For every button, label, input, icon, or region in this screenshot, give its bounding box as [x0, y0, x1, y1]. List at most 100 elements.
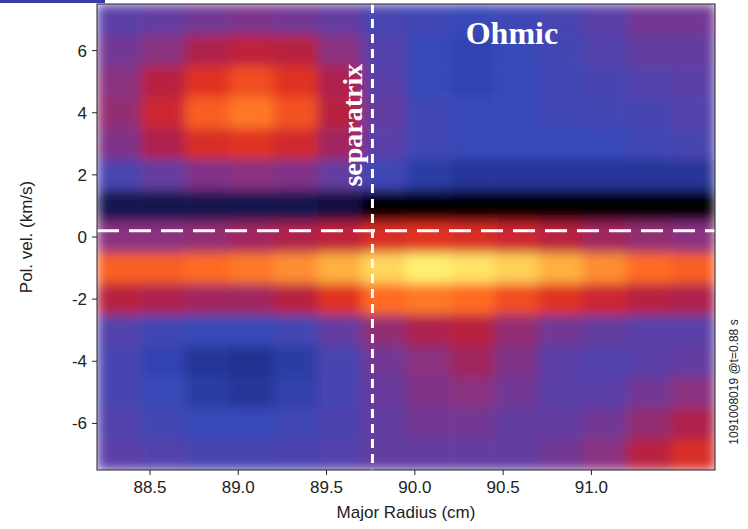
heatmap-cell [274, 284, 319, 316]
x-tick-label: 90.5 [487, 478, 520, 497]
x-tick-label: 91.0 [575, 478, 608, 497]
heatmap-cell [583, 315, 628, 347]
heatmap-cell [362, 159, 407, 191]
separatrix-label: separatrix [337, 64, 368, 187]
heatmap-cell [97, 35, 142, 67]
heatmap-cell [141, 377, 186, 409]
heatmap-cell [406, 35, 451, 67]
heatmap-cell [318, 253, 363, 285]
heatmap-cell [494, 97, 539, 129]
heatmap-cell [97, 377, 142, 409]
heatmap-cell [450, 128, 495, 160]
heatmap-cell [185, 66, 230, 98]
heatmap-cell [274, 221, 319, 253]
heatmap-cell [141, 315, 186, 347]
heatmap-cell [406, 253, 451, 285]
heatmap-cell [627, 35, 672, 67]
heatmap-cell [671, 66, 715, 98]
heatmap-cell [671, 315, 715, 347]
heatmap-cell [494, 284, 539, 316]
heatmap-cell [362, 253, 407, 285]
heatmap-cell [141, 35, 186, 67]
y-tick-label: -6 [72, 414, 87, 433]
heatmap-cell [583, 221, 628, 253]
x-tick [414, 470, 415, 475]
heatmap-cell [274, 35, 319, 67]
chart: 88.589.089.590.090.591.0-6-4-20246Major … [0, 0, 748, 529]
y-tick-label: 4 [78, 104, 87, 123]
heatmap-cell [406, 4, 451, 36]
heatmap-cell [318, 35, 363, 67]
heatmap-cell [97, 128, 142, 160]
heatmap-cell [494, 128, 539, 160]
heatmap-cell [141, 253, 186, 285]
condition-label: Ohmic [466, 15, 558, 51]
heatmap-cell [229, 35, 274, 67]
heatmap-cell [494, 159, 539, 191]
heatmap-cell [97, 221, 142, 253]
heatmap-cell [450, 346, 495, 378]
heatmap-cell [97, 4, 142, 36]
heatmap-cell [362, 4, 407, 36]
heatmap-cell [671, 253, 715, 285]
heatmap-cell [274, 253, 319, 285]
plot-area [97, 4, 715, 470]
heatmap-cell [627, 221, 672, 253]
heatmap-cell [185, 4, 230, 36]
heatmap-cell [627, 66, 672, 98]
heatmap-cell [538, 315, 583, 347]
heatmap-cell [538, 377, 583, 409]
heatmap-cell [362, 439, 407, 470]
heatmap-cell [229, 377, 274, 409]
heatmap-cell [538, 253, 583, 285]
heatmap-cell [450, 439, 495, 470]
heatmap-cell [406, 97, 451, 129]
heatmap-cell [274, 439, 319, 470]
heatmap-cell [671, 97, 715, 129]
heatmap-cell [583, 159, 628, 191]
heatmap-cell [538, 284, 583, 316]
heatmap-cell [318, 408, 363, 440]
heatmap-cell [97, 190, 142, 222]
heatmap-cell [97, 346, 142, 378]
heatmap-cell [627, 284, 672, 316]
heatmap-cell [229, 66, 274, 98]
heatmap-cell [318, 439, 363, 470]
heatmap-cell [141, 159, 186, 191]
heatmap-cell [538, 97, 583, 129]
x-tick [503, 470, 504, 475]
heatmap-cell [141, 190, 186, 222]
heatmap-cell [671, 35, 715, 67]
reference-line [371, 4, 374, 470]
x-tick [591, 470, 592, 475]
heatmap-cell [141, 346, 186, 378]
x-tick [238, 470, 239, 475]
heatmap-cell [229, 128, 274, 160]
heatmap-cell [185, 35, 230, 67]
heatmap-cell [627, 315, 672, 347]
heatmap-cell [141, 284, 186, 316]
heatmap-cell [318, 346, 363, 378]
heatmap-cell [229, 97, 274, 129]
reference-line [97, 229, 715, 232]
heatmap-cell [627, 190, 672, 222]
heatmap-cell [318, 315, 363, 347]
y-tick [92, 299, 97, 300]
x-tick [326, 470, 327, 475]
heatmap-cell [229, 190, 274, 222]
x-tick-label: 89.5 [310, 478, 343, 497]
heatmap-cell [671, 221, 715, 253]
heatmap-cell [362, 408, 407, 440]
heatmap-cell [229, 4, 274, 36]
heatmap-cell [627, 97, 672, 129]
heatmap-cell [362, 346, 407, 378]
heatmap-cell [274, 315, 319, 347]
y-tick-label: 0 [78, 228, 87, 247]
heatmap-cell [450, 377, 495, 409]
heatmap-cell [362, 35, 407, 67]
heatmap-cell [185, 253, 230, 285]
heatmap-cell [229, 159, 274, 191]
heatmap-cell [97, 159, 142, 191]
heatmap-cell [362, 190, 407, 222]
heatmap-cell [627, 377, 672, 409]
